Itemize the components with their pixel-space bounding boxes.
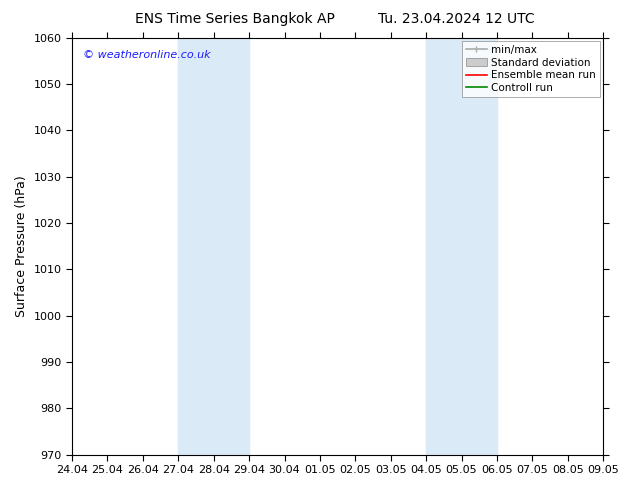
Bar	[426, 38, 497, 455]
Legend: min/max, Standard deviation, Ensemble mean run, Controll run: min/max, Standard deviation, Ensemble me…	[462, 41, 600, 97]
Bar	[178, 38, 249, 455]
Text: Tu. 23.04.2024 12 UTC: Tu. 23.04.2024 12 UTC	[378, 12, 535, 26]
Y-axis label: Surface Pressure (hPa): Surface Pressure (hPa)	[15, 175, 28, 317]
Text: © weatheronline.co.uk: © weatheronline.co.uk	[82, 50, 210, 60]
Text: ENS Time Series Bangkok AP: ENS Time Series Bangkok AP	[134, 12, 335, 26]
